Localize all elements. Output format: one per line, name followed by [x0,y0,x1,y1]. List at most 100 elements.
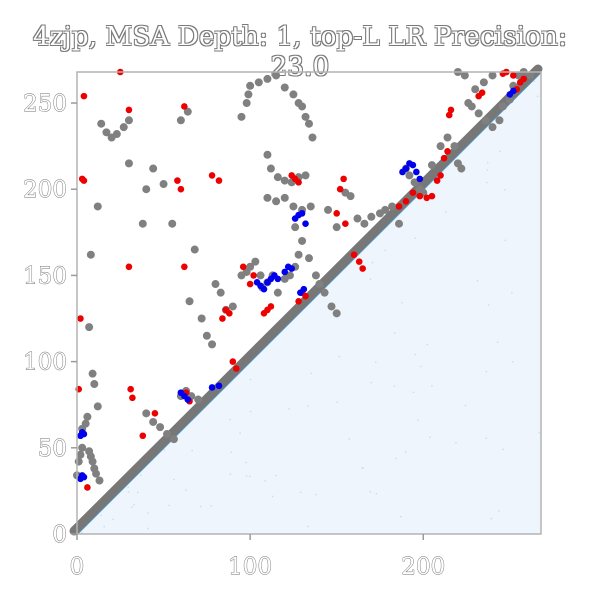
gray-contacts-point [320,288,329,297]
gray-contacts-point [301,171,310,180]
blue-contacts-point [208,384,216,391]
gray-contacts-point [280,83,289,92]
lower-speck [490,517,493,520]
gray-contacts-point [90,380,99,389]
red-contacts-point [127,385,134,393]
gray-contacts-point [360,219,369,228]
diagonal-band [69,64,543,536]
lower-speck [248,475,251,478]
lower-speck [485,437,488,439]
x-tick-label: 0 [70,554,85,580]
red-contacts-point [125,263,133,271]
lower-speck [112,518,114,521]
blue-contacts-point [184,396,192,403]
gray-contacts-point [526,71,535,80]
lower-speck [146,512,149,514]
red-contacts-point [336,185,344,193]
red-contacts-point [295,179,302,186]
lower-speck [464,404,467,407]
gray-contacts-point [124,116,133,125]
gray-contacts-point [280,193,289,202]
lower-speck [199,505,202,508]
x-tick-label: 100 [228,554,272,580]
red-contacts-point [340,175,347,183]
lower-speck [404,451,407,453]
lower-speck [173,478,175,481]
lower-speck [444,210,447,213]
lower-speck [127,486,129,488]
gray-contacts-point [112,130,121,139]
red-contacts-point [433,177,441,184]
lower-speck [361,467,363,469]
red-contacts-point [250,272,257,279]
gray-contacts-point [266,164,275,173]
red-contacts-point [226,310,233,317]
gray-contacts-point [76,450,85,459]
gray-contacts-point [353,214,362,223]
lower-speck [140,474,142,477]
lower-speck [348,438,351,440]
lower-speck [374,361,377,364]
blue-contacts-point [416,175,424,183]
gray-contacts-point [168,219,177,228]
lower-speck [338,355,341,358]
red-contacts-point [246,280,254,288]
lower-speck [429,436,431,438]
red-contacts-point [139,432,147,440]
gray-contacts-point [242,99,251,108]
gray-contacts-point [256,271,265,280]
red-contacts-point [151,410,159,417]
gray-contacts-point [410,178,419,187]
lower-speck [485,181,488,184]
blue-contacts-point [281,268,289,276]
red-contacts-point [84,484,91,491]
gray-contacts-point [93,402,102,411]
lower-speck [420,365,422,368]
red-contacts-point [520,75,527,83]
blue-contacts-point [298,210,306,217]
red-contacts-point [174,177,181,184]
red-contacts-point [80,92,88,100]
gray-contacts-point [481,116,490,125]
gray-contacts-point [460,71,469,80]
gray-contacts-point [263,150,272,159]
gray-contacts-point [291,223,300,232]
lower-speck [369,491,372,493]
red-contacts-point [478,89,486,96]
y-tick-label: 200 [23,177,67,203]
red-contacts-point [428,192,436,200]
gray-contacts-point [306,202,315,211]
gray-contacts-point [185,297,194,306]
gray-contacts-point [211,280,220,289]
lower-speck [536,95,539,98]
gray-contacts-point [285,271,294,280]
lower-speck [103,525,106,528]
red-contacts-point [509,72,517,79]
lower-speck [412,391,415,394]
gray-contacts-point [273,288,282,297]
gray-contacts-point [251,257,260,266]
red-contacts-point [302,292,309,300]
lower-speck [417,419,419,422]
blue-contacts-point [215,382,223,390]
lower-speck [400,515,402,518]
gray-contacts-point [216,288,225,297]
gray-contacts-point [176,116,185,125]
gray-contacts-point [289,202,298,211]
blue-contacts-point [300,285,308,293]
gray-contacts-point [124,159,133,168]
lower-speck [455,441,457,444]
gray-contacts-point [194,395,203,404]
gray-contacts-point [83,412,92,421]
lower-speck [185,489,187,491]
gray-contacts-point [163,430,172,439]
blue-contacts-point [413,168,420,176]
lower-speck [395,457,397,460]
lower-speck [307,405,309,407]
gray-contacts-point [488,123,497,132]
gray-contacts-point [273,173,282,182]
lower-speck [512,360,514,363]
gray-contacts-point [88,369,97,378]
gray-contacts-point [498,102,507,111]
blue-contacts-point [402,165,410,172]
